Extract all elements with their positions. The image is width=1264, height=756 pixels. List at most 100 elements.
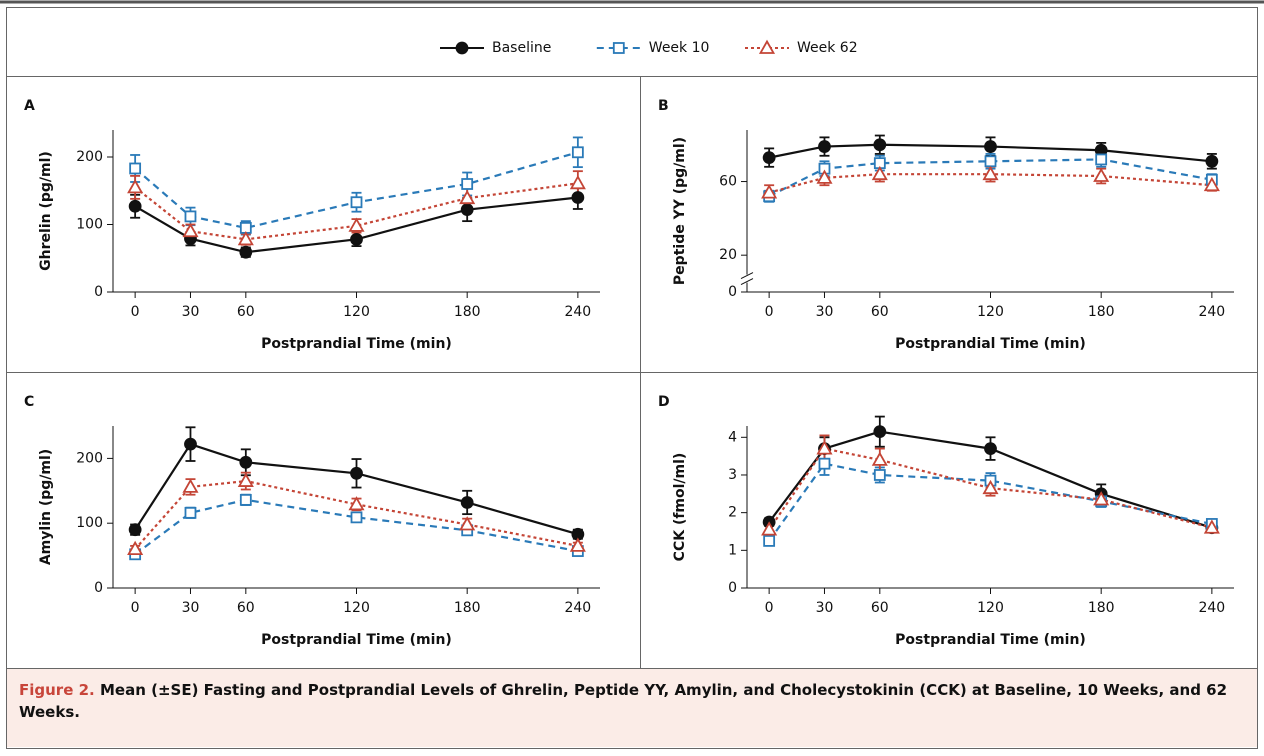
- data-point: [1205, 154, 1219, 168]
- data-point: [984, 155, 997, 168]
- series-line: [768, 158, 1213, 198]
- y-axis-label: Amylin (pg/ml): [38, 449, 54, 565]
- data-point: [128, 199, 142, 213]
- x-axis-label: Postprandial Time (min): [261, 632, 452, 648]
- data-point: [1203, 176, 1220, 192]
- data-point: [871, 451, 888, 466]
- y-tick-label: 0: [728, 580, 737, 596]
- x-tick-label: 120: [977, 304, 1004, 320]
- x-tick-label: 240: [564, 304, 591, 320]
- x-tick-label: 120: [977, 600, 1004, 616]
- data-point: [569, 174, 586, 190]
- y-tick-label: 100: [76, 217, 103, 233]
- x-axis-label: Postprandial Time (min): [261, 336, 452, 352]
- x-tick-label: 240: [564, 600, 591, 616]
- y-axis-label: Peptide YY (pg/ml): [672, 137, 688, 285]
- x-tick-label: 0: [131, 304, 140, 320]
- data-point: [982, 165, 999, 181]
- series-line: [134, 498, 579, 556]
- data-point: [127, 540, 144, 556]
- y-tick-label: 0: [94, 284, 103, 300]
- x-tick-label: 60: [871, 600, 889, 616]
- data-point: [763, 535, 776, 547]
- data-point: [184, 210, 197, 223]
- data-point: [761, 184, 778, 199]
- x-tick-label: 30: [182, 600, 200, 616]
- data-point: [818, 457, 831, 470]
- data-point: [184, 437, 197, 451]
- series-line: [768, 462, 1213, 542]
- x-tick-label: 180: [454, 600, 481, 616]
- y-tick-label: 60: [719, 174, 737, 190]
- data-point: [461, 178, 474, 190]
- y-tick-label: 100: [76, 515, 103, 531]
- legend-label: Week 10: [649, 40, 710, 56]
- y-tick-label: 4: [728, 429, 737, 445]
- data-point: [350, 511, 363, 524]
- x-axis-label: Postprandial Time (min): [895, 632, 1086, 648]
- data-point: [762, 151, 776, 165]
- data-point: [818, 140, 831, 153]
- x-axis-label: Postprandial Time (min): [895, 336, 1086, 352]
- y-tick-label: 3: [728, 467, 737, 483]
- series-line: [768, 447, 1213, 531]
- data-point: [571, 191, 585, 204]
- x-tick-label: 30: [816, 600, 834, 616]
- data-point: [873, 425, 887, 439]
- x-tick-label: 240: [1198, 304, 1225, 320]
- data-point: [237, 472, 254, 487]
- series-line: [768, 430, 1213, 529]
- data-point: [239, 245, 253, 259]
- legend-marker: [612, 42, 625, 54]
- panel-label: A: [24, 98, 35, 114]
- data-point: [460, 203, 474, 217]
- caption-text: Mean (±SE) Fasting and Postprandial Leve…: [19, 681, 1228, 721]
- data-point: [1093, 167, 1110, 182]
- x-tick-label: 30: [816, 304, 834, 320]
- panel-label: B: [658, 98, 669, 114]
- x-tick-label: 180: [1088, 304, 1115, 320]
- data-point: [237, 231, 254, 246]
- data-point: [239, 455, 253, 469]
- data-point: [871, 165, 888, 181]
- y-tick-label: 20: [719, 247, 737, 263]
- data-point: [873, 469, 886, 481]
- data-point: [761, 521, 778, 536]
- data-point: [569, 537, 586, 552]
- x-tick-label: 0: [765, 304, 774, 320]
- y-tick-label: 0: [94, 580, 103, 596]
- data-point: [460, 496, 474, 509]
- data-point: [982, 479, 999, 495]
- y-tick-label: 200: [76, 149, 103, 165]
- x-tick-label: 60: [237, 304, 255, 320]
- data-point: [350, 232, 363, 246]
- data-point: [127, 179, 144, 194]
- data-point: [239, 493, 252, 506]
- x-tick-label: 0: [765, 600, 774, 616]
- series-line: [768, 173, 1212, 194]
- axis-break-gap: [744, 274, 750, 283]
- y-axis-label: CCK (fmol/ml): [672, 453, 688, 562]
- x-tick-label: 60: [237, 600, 255, 616]
- x-tick-label: 120: [343, 600, 370, 616]
- data-point: [571, 146, 584, 159]
- data-point: [1093, 491, 1110, 506]
- data-point: [348, 496, 365, 511]
- data-point: [1095, 153, 1108, 166]
- y-tick-label: 2: [728, 505, 737, 521]
- data-point: [182, 478, 199, 493]
- frame: [6, 7, 1258, 749]
- data-point: [873, 138, 887, 152]
- legend-marker: [455, 41, 469, 55]
- legend-marker: [758, 39, 776, 54]
- y-axis-label: Ghrelin (pg/ml): [38, 151, 54, 271]
- data-point: [128, 523, 142, 537]
- x-tick-label: 30: [182, 304, 200, 320]
- caption: Figure 2. Mean (±SE) Fasting and Postpra…: [7, 669, 1257, 747]
- series-line: [134, 151, 579, 230]
- series-line: [134, 442, 579, 536]
- panel-label: D: [658, 394, 670, 410]
- x-tick-label: 0: [131, 600, 140, 616]
- axis-break: [740, 272, 754, 286]
